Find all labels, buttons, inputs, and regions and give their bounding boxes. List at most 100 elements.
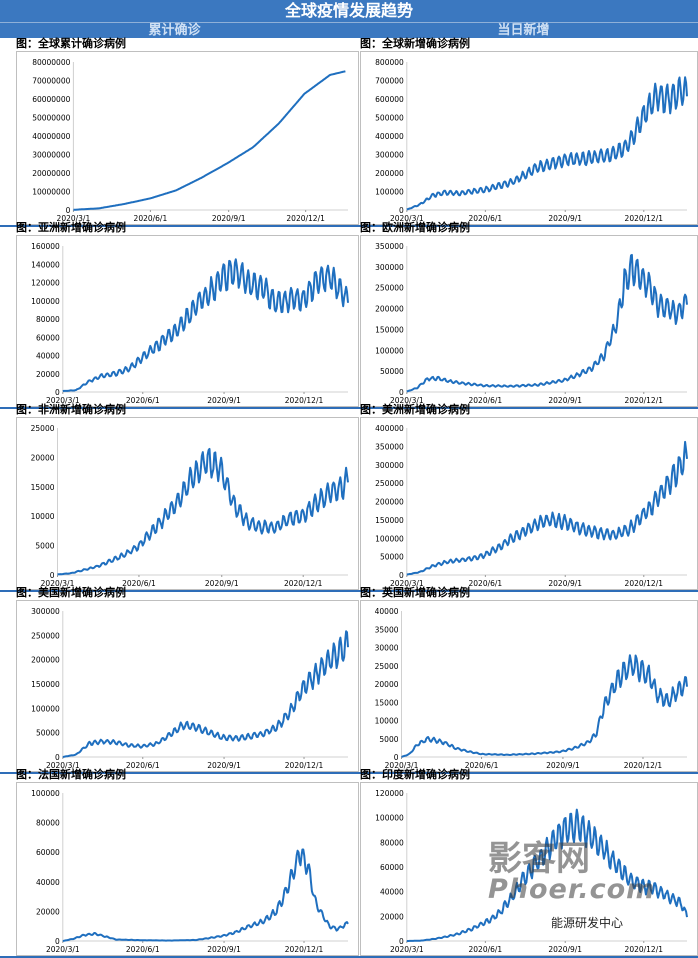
chart-svg: 0 20000 40000 60000 80000 100000 2020/3/1 2020/… [31, 789, 349, 954]
chart-title: 图：欧洲新增确诊病例 [360, 221, 470, 234]
page-title: 全球疫情发展趋势 [0, 0, 698, 22]
y-tick-label: 30000 [375, 644, 399, 653]
chart-frame: 0 50000 100000 150000 200000 250000 300000 2020… [16, 600, 359, 772]
chart-panel-africa_new: 图：非洲新增确诊病例 0 5000 10000 15000 20000 25000 2020/… [16, 403, 359, 590]
y-tick-label: 100000 [375, 814, 404, 823]
series-line [57, 447, 349, 576]
y-tick-label: 200000 [375, 498, 404, 507]
chart-panel-global_cum: 图：全球累计确诊病例 0 10000000 20000000 30000000 40000… [16, 37, 359, 225]
y-tick-label: 40000 [380, 888, 404, 897]
chart-frame: 0 20000 40000 60000 80000 100000 2020/3/1 2020/… [16, 782, 359, 956]
x-tick-label: 2020/6/1 [469, 945, 503, 954]
y-tick-label: 60000 [36, 848, 60, 857]
chart-svg: 0 5000 10000 15000 20000 25000 2020/3/1 2020/6/… [31, 424, 349, 588]
y-tick-label: 15000 [31, 483, 55, 492]
column-header-bar: 累计确诊 当日新增 [0, 22, 698, 38]
x-tick-label: 2020/6/1 [469, 396, 503, 405]
y-tick-label: 20000 [375, 680, 399, 689]
x-tick-label: 2020/12/1 [284, 579, 323, 588]
y-tick-label: 100000 [375, 188, 404, 197]
chart-svg: 0 50000 100000 150000 200000 250000 300000 3500… [375, 242, 688, 405]
y-tick-label: 300000 [375, 263, 404, 272]
y-tick-label: 800000 [375, 58, 404, 67]
y-tick-label: 20000 [380, 912, 404, 921]
chart-frame: 0 100000 200000 300000 400000 500000 600000 700… [360, 51, 698, 225]
series-line [401, 654, 688, 758]
y-tick-label: 250000 [31, 631, 60, 640]
chart-frame: 0 50000 100000 150000 200000 250000 300000 3500… [360, 417, 698, 590]
y-tick-label: 5000 [379, 735, 398, 744]
x-tick-label: 2020/9/1 [548, 214, 582, 223]
y-tick-label: 0 [399, 571, 404, 580]
row-divider [0, 225, 698, 227]
series-line [73, 70, 346, 211]
y-tick-label: 10000 [375, 717, 399, 726]
y-tick-label: 250000 [375, 479, 404, 488]
chart-panel-uk_new: 图：英国新增确诊病例 0 5000 10000 15000 20000 25000 30000… [360, 586, 698, 772]
y-tick-label: 150000 [375, 325, 404, 334]
x-tick-label: 2020/6/1 [469, 214, 503, 223]
series-line [62, 630, 349, 758]
x-tick-label: 2020/9/1 [548, 945, 582, 954]
x-tick-label: 2020/9/1 [212, 214, 246, 223]
x-tick-label: 2020/3/1 [390, 579, 424, 588]
y-tick-label: 400000 [375, 424, 404, 433]
y-tick-label: 20000 [36, 907, 60, 916]
chart-panel-france_new: 图：法国新增确诊病例 0 20000 40000 60000 80000 100000 202… [16, 768, 359, 956]
x-tick-label: 2020/6/1 [134, 214, 168, 223]
row-divider [0, 590, 698, 592]
y-tick-label: 50000 [36, 729, 60, 738]
chart-panel-india_new: 图：印度新增确诊病例 0 20000 40000 60000 80000 100000 120… [360, 768, 698, 956]
series-line [406, 808, 688, 942]
y-tick-label: 0 [66, 206, 71, 215]
x-tick-label: 2020/9/1 [205, 579, 239, 588]
chart-title: 图：英国新增确诊病例 [360, 586, 470, 599]
chart-title: 图：全球累计确诊病例 [16, 37, 126, 50]
x-tick-label: 2020/9/1 [548, 396, 582, 405]
y-tick-label: 80000 [36, 315, 60, 324]
y-tick-label: 60000 [36, 333, 60, 342]
x-tick-label: 2020/9/1 [207, 761, 241, 770]
x-tick-label: 2020/6/1 [126, 761, 160, 770]
x-tick-label: 2020/12/1 [625, 214, 664, 223]
y-tick-label: 0 [399, 937, 404, 946]
x-tick-label: 2020/12/1 [624, 761, 663, 770]
series-line [406, 253, 688, 393]
x-tick-label: 2020/9/1 [207, 945, 241, 954]
row-divider [0, 772, 698, 774]
watermark: 影客网 Phoer.com [488, 842, 678, 905]
y-tick-label: 150000 [31, 680, 60, 689]
y-tick-label: 100000 [31, 789, 60, 798]
y-tick-label: 140000 [31, 260, 60, 269]
y-tick-label: 80000 [380, 838, 404, 847]
y-tick-label: 100000 [375, 346, 404, 355]
y-tick-label: 0 [55, 937, 60, 946]
y-tick-label: 700000 [375, 77, 404, 86]
chart-title: 图：美国新增确诊病例 [16, 586, 126, 599]
y-tick-label: 100000 [31, 704, 60, 713]
y-tick-label: 20000000 [32, 169, 70, 178]
watermark-source: 能源研发中心 [548, 914, 627, 931]
header-daily-new: 当日新增 [497, 23, 550, 38]
y-tick-label: 60000000 [32, 95, 70, 104]
chart-panel-asia_new: 图：亚洲新增确诊病例 0 20000 40000 60000 80000 100000 120… [16, 221, 359, 407]
x-tick-label: 2020/3/1 [46, 945, 80, 954]
y-tick-label: 20000 [31, 453, 55, 462]
chart-svg: 0 100000 200000 300000 400000 500000 600000 700… [375, 58, 688, 223]
y-tick-label: 30000000 [32, 151, 70, 160]
chart-svg: 0 20000 40000 60000 80000 100000 120000 2020/3/… [375, 789, 688, 954]
y-tick-label: 0 [394, 753, 399, 762]
chart-panel-global_new: 图：全球新增确诊病例 0 100000 200000 300000 400000 50000… [360, 37, 698, 225]
y-tick-label: 10000000 [32, 188, 70, 197]
chart-svg: 0 20000 40000 60000 80000 100000 120000 140000 1… [31, 242, 349, 405]
y-tick-label: 50000 [380, 553, 404, 562]
y-tick-label: 50000000 [32, 114, 70, 123]
x-tick-label: 2020/6/1 [465, 761, 499, 770]
x-tick-label: 2020/12/1 [625, 945, 664, 954]
chart-title: 图：全球新增确诊病例 [360, 37, 470, 50]
x-tick-label: 2020/3/1 [390, 214, 424, 223]
x-tick-label: 2020/3/1 [385, 761, 419, 770]
y-tick-label: 100000 [31, 297, 60, 306]
x-tick-label: 2020/12/1 [286, 214, 325, 223]
watermark-line2: Phoer.com [488, 874, 656, 905]
